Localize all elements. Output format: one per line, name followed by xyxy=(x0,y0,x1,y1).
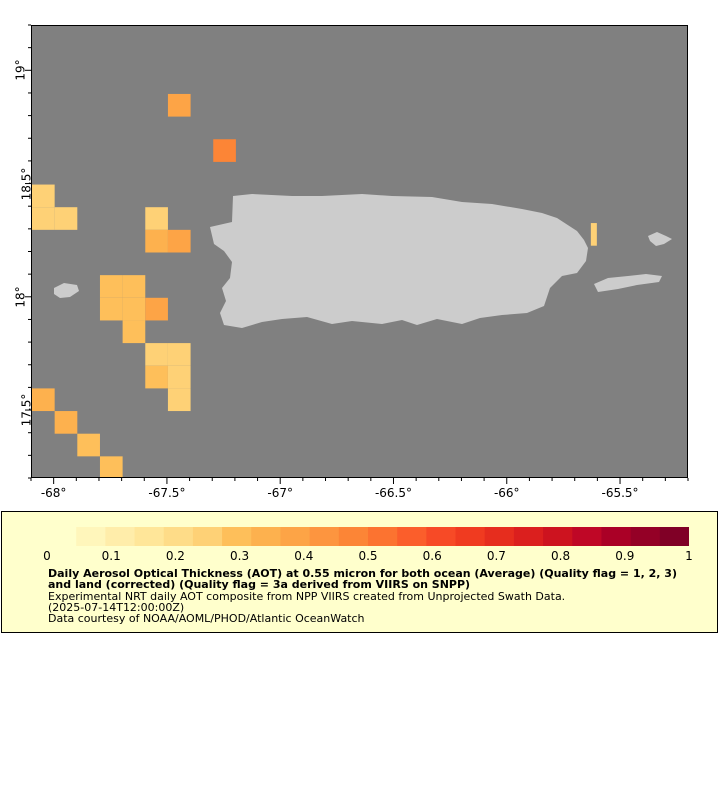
aot-cell xyxy=(167,93,191,117)
y-tick-label: 19° xyxy=(13,59,28,81)
colorbar-tick-label: 0.5 xyxy=(358,549,378,563)
aot-cell xyxy=(122,320,146,344)
colorbar-swatch xyxy=(455,527,486,546)
x-tick-label: -68° xyxy=(40,486,67,500)
aot-cell xyxy=(145,229,168,253)
colorbar-swatch xyxy=(251,527,281,546)
puerto-rico-land xyxy=(210,194,588,328)
colorbar-swatch xyxy=(338,527,369,546)
x-tick-label: -66° xyxy=(493,486,520,500)
map-svg xyxy=(32,93,672,477)
mona-island-land xyxy=(54,283,79,298)
colorbar-swatch xyxy=(222,527,252,546)
vieques-island-land xyxy=(594,274,662,292)
colorbar-tick-label: 0.8 xyxy=(551,549,571,563)
colorbar-swatch xyxy=(76,527,106,546)
legend-credit-line: Data courtesy of NOAA/AOML/PHOD/Atlantic… xyxy=(48,612,365,625)
legend-source-line: Experimental NRT daily AOT composite fro… xyxy=(48,590,566,603)
colorbar-swatch xyxy=(368,527,398,546)
colorbar-tick-label: 0 xyxy=(43,549,51,563)
y-tick-label: 18.5° xyxy=(19,167,34,200)
colorbar-tick-label: 0.2 xyxy=(165,549,185,563)
legend-date-line: (2025-07-14T12:00:00Z) xyxy=(48,601,185,614)
aot-cell xyxy=(122,297,146,321)
y-tick-label: 18° xyxy=(13,286,28,308)
colorbar-swatch xyxy=(192,527,223,546)
aot-cell xyxy=(145,207,168,230)
aot-cell xyxy=(167,365,191,389)
colorbar-tick-label: 1 xyxy=(685,549,693,563)
aot-cell xyxy=(145,297,168,321)
aot-cell xyxy=(99,456,123,477)
colorbar-tick-label: 0.6 xyxy=(422,549,442,563)
colorbar-swatch xyxy=(513,527,544,546)
colorbar-swatch xyxy=(572,527,602,546)
colorbar-tick-label: 0.7 xyxy=(486,549,506,563)
x-tick-label: -67° xyxy=(267,486,294,500)
colorbar-swatch xyxy=(543,527,573,546)
axis-ticks xyxy=(25,24,689,484)
x-tick-label: -67.5° xyxy=(148,486,186,500)
colorbar-swatch xyxy=(484,527,515,546)
colorbar-swatch xyxy=(630,527,661,546)
aot-cell xyxy=(32,388,55,412)
aot-cell xyxy=(99,297,123,321)
culebra-island-land xyxy=(648,232,672,246)
aot-cell xyxy=(77,433,100,457)
aot-cell xyxy=(99,275,123,298)
aot-cell xyxy=(213,139,236,162)
colorbar-swatch xyxy=(134,527,165,546)
aot-cell xyxy=(145,343,168,366)
aot-cell xyxy=(167,229,191,253)
aot-cell xyxy=(32,207,55,230)
y-tick-label: 17.5° xyxy=(19,393,34,427)
x-tick-label: -65.5° xyxy=(601,486,639,500)
colorbar-swatch xyxy=(163,527,194,546)
colorbar-swatch xyxy=(105,527,136,546)
legend-title: Daily Aerosol Optical Thickness (AOT) at… xyxy=(48,567,677,591)
x-tick-label: -66.5° xyxy=(374,486,412,500)
colorbar-swatch xyxy=(601,527,632,546)
colorbar xyxy=(47,527,689,546)
colorbar-swatch xyxy=(397,527,427,546)
colorbar-swatch xyxy=(659,527,689,546)
aot-cell xyxy=(167,343,191,366)
colorbar-tick-label: 0.1 xyxy=(101,549,121,563)
colorbar-swatch xyxy=(426,527,457,546)
colorbar-swatch xyxy=(309,527,340,546)
aot-cell xyxy=(167,388,191,412)
colorbar-tick-label: 0.3 xyxy=(230,549,250,563)
map-plot-area xyxy=(31,25,688,478)
colorbar-swatch xyxy=(280,527,311,546)
colorbar-tick-label: 0.9 xyxy=(615,549,635,563)
aot-cell xyxy=(590,223,597,246)
aot-cell xyxy=(145,365,168,389)
colorbar-tick-label: 0.4 xyxy=(294,549,314,563)
aot-cell xyxy=(54,411,78,434)
aot-cell xyxy=(54,207,78,230)
aot-cell xyxy=(32,184,55,208)
colorbar-swatch xyxy=(47,527,77,546)
aot-cell xyxy=(122,275,146,298)
